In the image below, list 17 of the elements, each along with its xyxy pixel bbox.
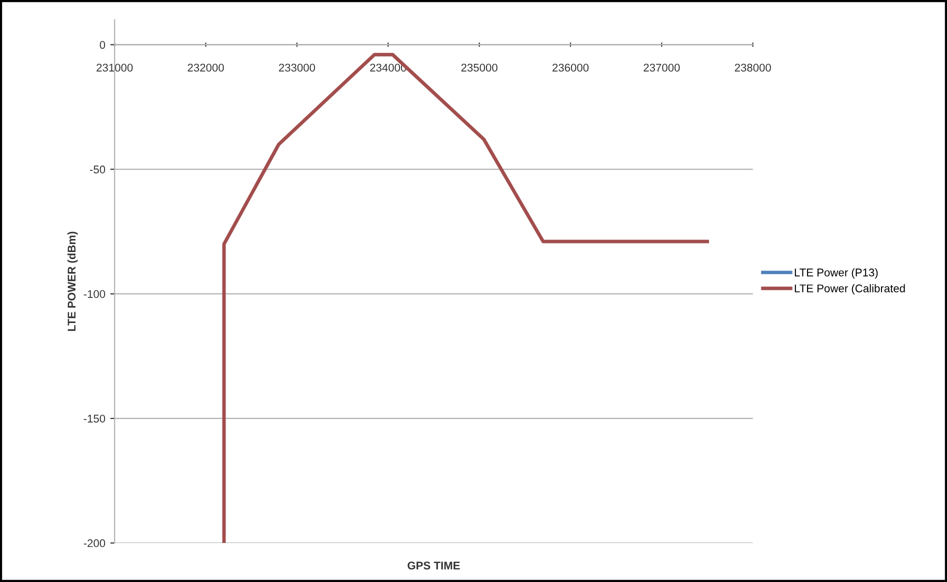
legend-label: LTE Power (Calibrated <box>794 284 905 295</box>
x-tick-label: 233000 <box>278 64 316 72</box>
x-axis-title: GPS TIME <box>408 562 460 570</box>
y-tick-label: -50 <box>90 166 106 174</box>
y-tick-label: -200 <box>84 539 106 548</box>
y-tick-label: -100 <box>84 290 106 298</box>
x-tick-label: 231000 <box>96 64 133 72</box>
x-tick-label: 235000 <box>461 64 498 72</box>
y-axis-title: LTE POWER (dBm) <box>67 232 78 331</box>
line-series <box>222 52 710 544</box>
x-tick-label: 232000 <box>188 64 224 72</box>
x-tick-label: 236000 <box>552 64 589 72</box>
y-tick-label: -150 <box>84 414 106 423</box>
x-tick-label: 237000 <box>644 64 680 72</box>
x-tick-label: 238000 <box>734 64 771 72</box>
y-tick-label: 0 <box>100 40 106 49</box>
legend-label: LTE Power (P13) <box>794 268 878 279</box>
